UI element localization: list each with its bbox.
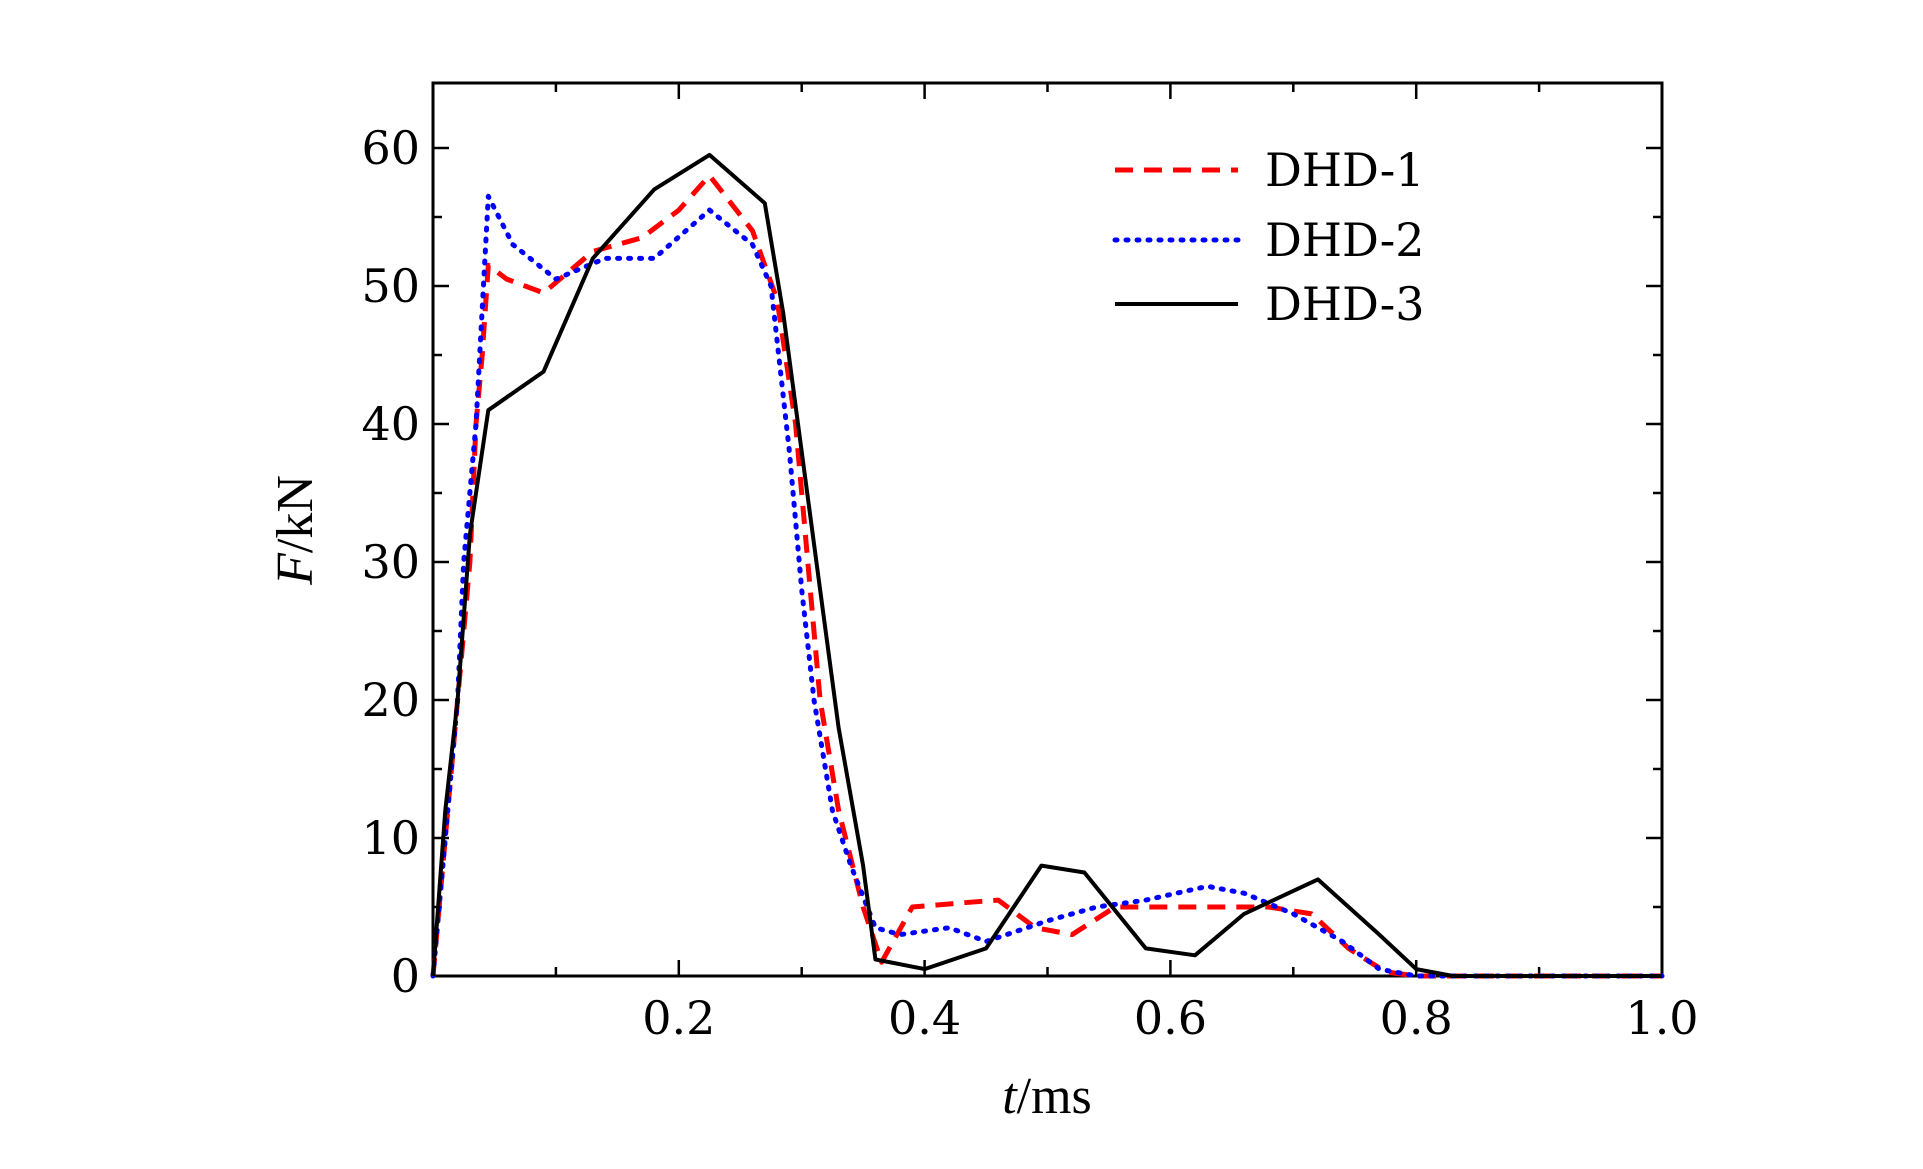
x-tick-label: 1.0: [1625, 991, 1698, 1045]
series-line-dhd-1: [430, 173, 1662, 979]
x-tick-label: 0.4: [888, 991, 961, 1045]
y-tick-label: 60: [361, 121, 420, 175]
y-tick-label: 30: [361, 535, 420, 589]
y-tick-label: 0: [391, 949, 420, 1003]
x-axis-label: t/ms: [1002, 1068, 1092, 1125]
legend-label-dhd-2: DHD-2: [1265, 213, 1425, 267]
y-tick-label: 50: [361, 259, 420, 313]
y-axis-symbol: F: [267, 552, 324, 586]
y-tick-label: 20: [361, 673, 420, 727]
series-line-dhd-3: [431, 152, 1662, 978]
x-tick-label: 0.6: [1134, 991, 1207, 1045]
series-lines: [430, 152, 1665, 979]
x-tick-label: 0.2: [642, 991, 715, 1045]
legend-label-dhd-3: DHD-3: [1265, 277, 1425, 331]
y-axis-unit: /kN: [267, 475, 324, 553]
y-tick-label: 40: [361, 397, 420, 451]
y-tick-label: 10: [361, 811, 420, 865]
series-line-dhd-2: [430, 193, 1665, 979]
legend-label-dhd-1: DHD-1: [1265, 143, 1425, 197]
x-axis-symbol: t: [1002, 1068, 1018, 1125]
y-axis-label: F/kN: [267, 475, 324, 586]
x-axis-unit: /ms: [1017, 1068, 1092, 1125]
axis-tick-labels: 0.2 0.4 0.6 0.8 1.0 0 10 20 30 40 50 60: [361, 121, 1698, 1045]
x-tick-label: 0.8: [1380, 991, 1453, 1045]
legend: DHD-1 DHD-2 DHD-3: [1112, 143, 1425, 331]
